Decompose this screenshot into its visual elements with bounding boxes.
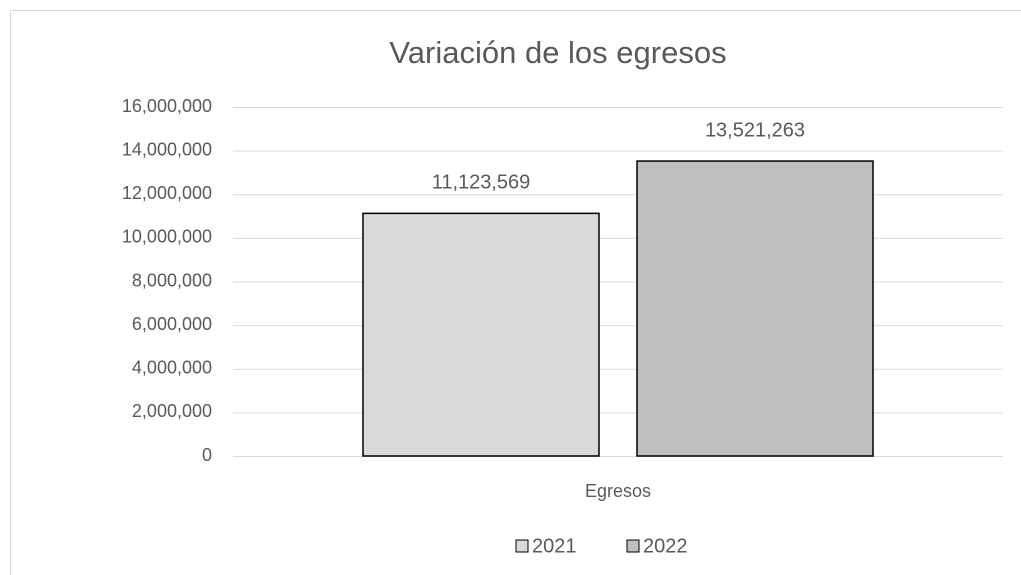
legend-swatch — [515, 539, 529, 553]
y-tick-label: 10,000,000 — [122, 227, 212, 247]
legend-label: 2021 — [532, 535, 577, 557]
bar — [636, 160, 874, 457]
x-tick-label: Egresos — [585, 481, 651, 501]
y-tick-label: 2,000,000 — [132, 401, 212, 421]
y-tick-label: 0 — [202, 445, 212, 465]
y-tick-label: 12,000,000 — [122, 183, 212, 203]
bar — [362, 212, 600, 457]
legend-swatch — [626, 539, 640, 553]
chart-title: Variación de los egresos — [389, 35, 726, 70]
data-label: 11,123,569 — [432, 172, 531, 194]
y-tick-label: 14,000,000 — [122, 139, 212, 159]
y-tick-label: 6,000,000 — [132, 314, 212, 334]
data-label: 13,521,263 — [705, 119, 805, 141]
y-tick-label: 16,000,000 — [122, 96, 212, 116]
legend-label: 2022 — [643, 535, 688, 557]
y-tick-label: 8,000,000 — [132, 270, 212, 290]
y-tick-label: 4,000,000 — [132, 358, 212, 378]
